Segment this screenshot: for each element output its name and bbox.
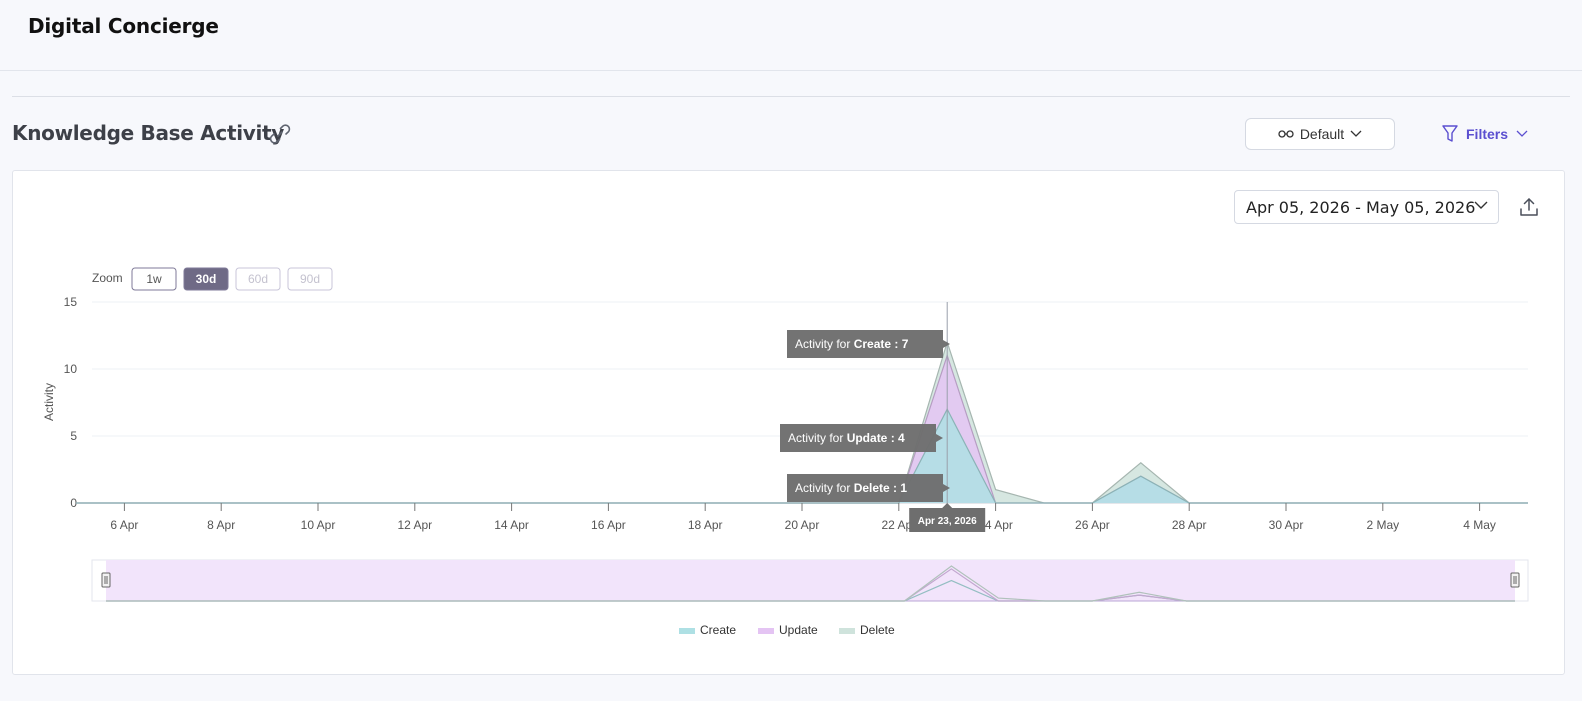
filters-label: Filters [1466,126,1509,142]
app-header: Digital Concierge [0,0,1582,71]
glasses-icon [1278,130,1294,138]
zoom-button-1w[interactable]: 1w [131,267,177,291]
x-tick-label: 24 Apr [978,518,1013,532]
legend-swatch [839,628,855,634]
page-title: Knowledge Base Activity [12,121,285,145]
x-tick-label: 28 Apr [1172,518,1207,532]
legend-swatch [679,628,695,634]
link-icon[interactable] [267,121,293,147]
tooltip-date-label: Apr 23, 2026 [918,516,977,527]
chevron-down-icon [1474,201,1488,209]
tooltip-update: Activity for Update : 4 [780,424,943,452]
zoom-button-30d[interactable]: 30d [183,267,229,291]
handle-box [101,572,111,588]
x-tick-label: 8 Apr [207,518,235,532]
filter-icon [1442,125,1458,142]
date-range-picker[interactable]: Apr 05, 2026 - May 05, 2026 [1234,190,1499,224]
app-title: Digital Concierge [28,14,219,38]
filters-button[interactable]: Filters [1442,118,1528,150]
zoom-button-bg [131,267,177,291]
tooltip-series-value: Create : 7 [854,337,909,351]
zoom-button-60d: 60d [235,267,281,291]
x-tick-label: 18 Apr [688,518,723,532]
y-tick-label: 0 [70,496,77,510]
x-tick-label: 10 Apr [301,518,336,532]
legend-swatch [758,628,774,634]
tooltip-text: Activity for Delete : 1 [795,481,907,495]
tooltip-create: Activity for Create : 7 [787,330,950,358]
x-tick-label: 20 Apr [785,518,820,532]
tooltip-box [787,474,950,502]
tooltip-text: Activity for Update : 4 [788,431,905,445]
tooltip-prefix: Activity for [795,337,854,351]
y-tick-label: 5 [70,429,77,443]
x-tick-label: 22 Apr [881,518,916,532]
zoom-button-label: 30d [196,272,217,286]
tooltip-prefix: Activity for [795,481,854,495]
navigator-series-delete [106,565,1515,602]
tooltip-text: Activity for Create : 7 [795,337,909,351]
y-axis-label: Activity [42,383,56,421]
handle-box [1510,572,1520,588]
y-tick-label: 15 [64,295,78,309]
series-line-create [76,407,1528,504]
legend-label: Create [700,623,736,637]
x-tick-label: 26 Apr [1075,518,1110,532]
zoom-button-label: 1w [146,272,162,286]
tooltip-box [780,424,943,452]
tooltip-box [787,330,950,358]
navigator-handle-right[interactable] [1510,572,1520,588]
tooltip-date: Apr 23, 2026 [909,503,986,532]
view-select[interactable]: Default [1245,118,1395,150]
navigator-handle-left[interactable] [101,572,111,588]
export-button[interactable] [1518,196,1540,218]
tooltip-series-value: Update : 4 [847,431,905,445]
tooltip-series-value: Delete : 1 [854,481,908,495]
export-icon [1520,198,1538,216]
x-tick-label: 30 Apr [1269,518,1304,532]
x-tick-label: 12 Apr [397,518,432,532]
x-tick-label: 6 Apr [110,518,138,532]
x-tick-label: 2 May [1366,518,1399,532]
legend-item-create[interactable]: Create [679,623,736,637]
section-divider [12,96,1570,97]
navigator-selection [106,560,1515,601]
legend-label: Update [779,623,818,637]
zoom-button-bg [235,267,281,291]
legend-item-delete[interactable]: Delete [839,623,895,637]
tooltip-delete: Activity for Delete : 1 [787,474,950,502]
chevron-down-icon [1516,130,1528,137]
zoom-button-bg [183,267,229,291]
tooltip-date-box [909,503,986,532]
legend-item-update[interactable]: Update [758,623,818,637]
legend-label: Delete [860,623,895,637]
zoom-button-label: 90d [300,272,320,286]
view-select-label: Default [1299,126,1345,142]
x-tick-label: 16 Apr [591,518,626,532]
x-tick-label: 4 May [1463,518,1496,532]
date-range-value: Apr 05, 2026 - May 05, 2026 [1246,197,1476,217]
zoom-button-90d: 90d [287,267,333,291]
x-tick-label: 14 Apr [494,518,529,532]
zoom-label: Zoom [92,271,123,285]
zoom-button-bg [287,267,333,291]
zoom-button-label: 60d [248,272,268,286]
tooltip-prefix: Activity for [788,431,847,445]
y-tick-label: 10 [64,362,78,376]
chevron-down-icon [1350,130,1362,137]
